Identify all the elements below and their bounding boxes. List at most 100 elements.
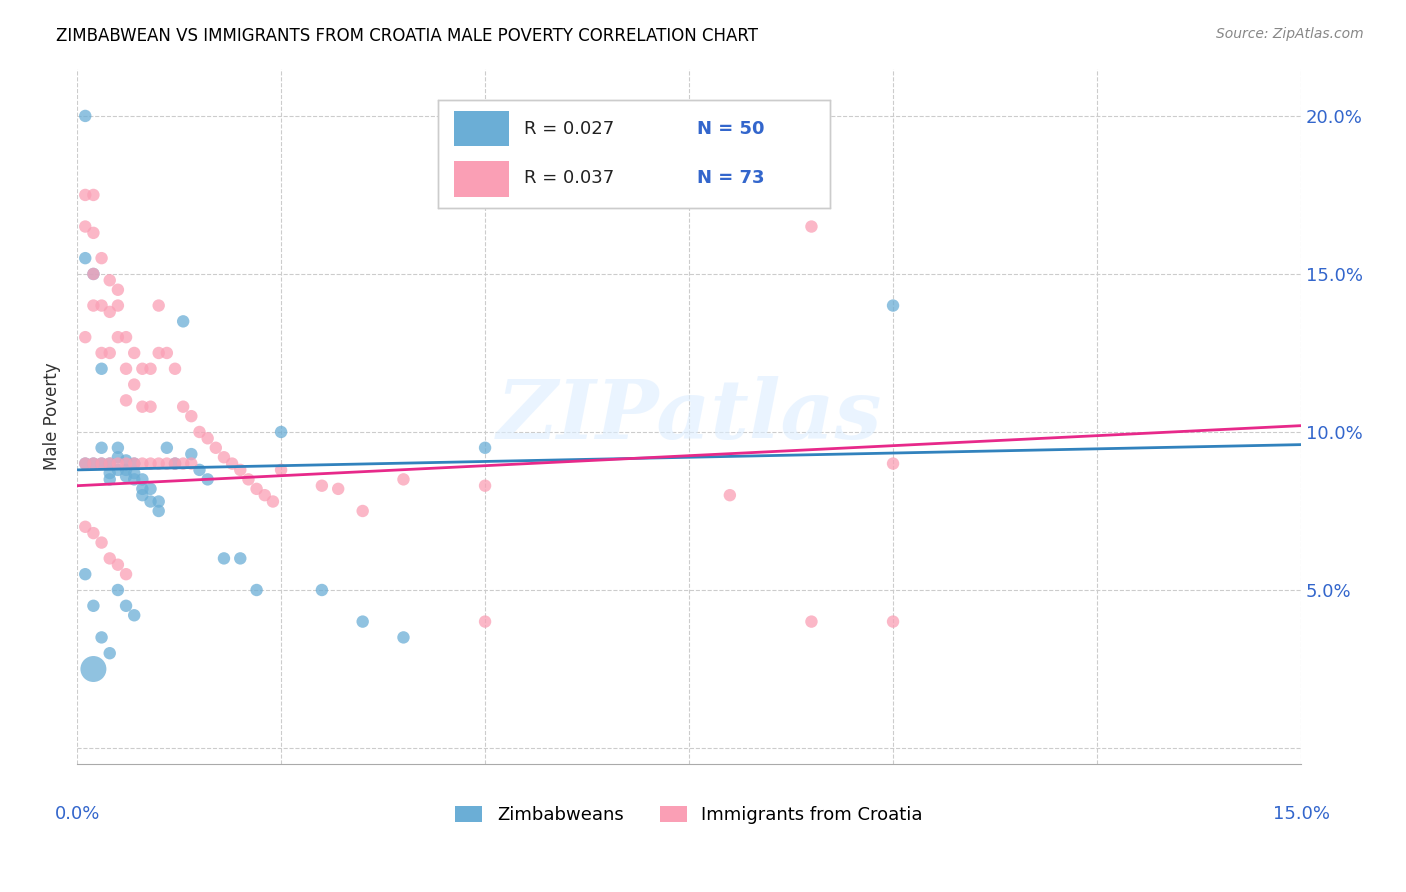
Point (474, 441, 496, 455)
Point (90, 251, 112, 265)
Point (115, 599, 138, 613)
Point (204, 441, 226, 455)
Legend: Zimbabweans, Immigrants from Croatia: Zimbabweans, Immigrants from Croatia (456, 806, 922, 824)
Point (98, 466, 121, 480)
Point (172, 457, 194, 471)
Point (98, 457, 121, 471)
Point (75, 567, 97, 582)
Point (131, 457, 153, 471)
Point (107, 457, 129, 471)
Point (882, 457, 904, 471)
Point (82, 457, 104, 471)
Point (882, 615, 904, 629)
Text: 15.0%: 15.0% (1272, 805, 1330, 823)
Point (122, 466, 145, 480)
Point (90, 346, 112, 360)
Point (75, 251, 97, 265)
Point (172, 400, 194, 414)
Y-axis label: Male Poverty: Male Poverty (44, 362, 60, 470)
Point (139, 482, 162, 496)
Point (800, 615, 823, 629)
Point (82, 226, 104, 240)
Point (262, 494, 284, 508)
Point (107, 330, 129, 344)
Point (122, 377, 145, 392)
Point (311, 582, 333, 597)
Point (75, 520, 97, 534)
Point (115, 330, 138, 344)
Point (180, 457, 202, 471)
Text: ZIPatlas: ZIPatlas (496, 376, 882, 456)
Point (75, 457, 97, 471)
Point (82, 662, 104, 676)
Point (474, 615, 496, 629)
Point (172, 314, 194, 328)
Point (131, 482, 153, 496)
Point (115, 457, 138, 471)
Point (131, 472, 153, 486)
Point (148, 494, 170, 508)
Point (180, 409, 202, 424)
Point (156, 346, 179, 360)
Point (131, 361, 153, 376)
Point (107, 582, 129, 597)
Point (115, 393, 138, 408)
Point (122, 608, 145, 623)
Point (148, 346, 170, 360)
Text: 0.0%: 0.0% (55, 805, 100, 823)
Point (122, 457, 145, 471)
Point (122, 472, 145, 486)
Point (163, 457, 186, 471)
Point (270, 463, 292, 477)
Point (90, 631, 112, 645)
Point (197, 472, 219, 486)
Point (90, 361, 112, 376)
Point (148, 457, 170, 471)
Point (212, 551, 235, 566)
Point (246, 582, 269, 597)
Point (115, 361, 138, 376)
Point (163, 361, 186, 376)
Point (115, 453, 138, 467)
Point (75, 109, 97, 123)
Point (139, 457, 162, 471)
Point (90, 441, 112, 455)
Point (139, 400, 162, 414)
Point (156, 457, 179, 471)
Point (98, 305, 121, 319)
Point (107, 463, 129, 477)
Point (131, 488, 153, 502)
Point (352, 615, 374, 629)
Point (188, 463, 211, 477)
Point (122, 457, 145, 471)
Point (238, 472, 260, 486)
Point (328, 482, 350, 496)
Point (98, 273, 121, 287)
Point (75, 219, 97, 234)
Point (718, 488, 741, 502)
Point (75, 457, 97, 471)
Point (148, 299, 170, 313)
Point (148, 504, 170, 518)
Point (98, 472, 121, 486)
Point (98, 646, 121, 660)
Point (212, 450, 235, 465)
Point (392, 631, 415, 645)
Text: ZIMBABWEAN VS IMMIGRANTS FROM CROATIA MALE POVERTY CORRELATION CHART: ZIMBABWEAN VS IMMIGRANTS FROM CROATIA MA… (56, 27, 758, 45)
Point (98, 346, 121, 360)
Point (82, 526, 104, 541)
Point (197, 431, 219, 445)
Point (229, 463, 252, 477)
Point (131, 400, 153, 414)
Point (253, 488, 276, 502)
Point (107, 558, 129, 572)
Point (221, 457, 243, 471)
Point (474, 479, 496, 493)
Point (82, 299, 104, 313)
Point (229, 551, 252, 566)
Point (90, 535, 112, 549)
Point (392, 472, 415, 486)
Point (115, 567, 138, 582)
Point (882, 299, 904, 313)
Point (180, 447, 202, 461)
